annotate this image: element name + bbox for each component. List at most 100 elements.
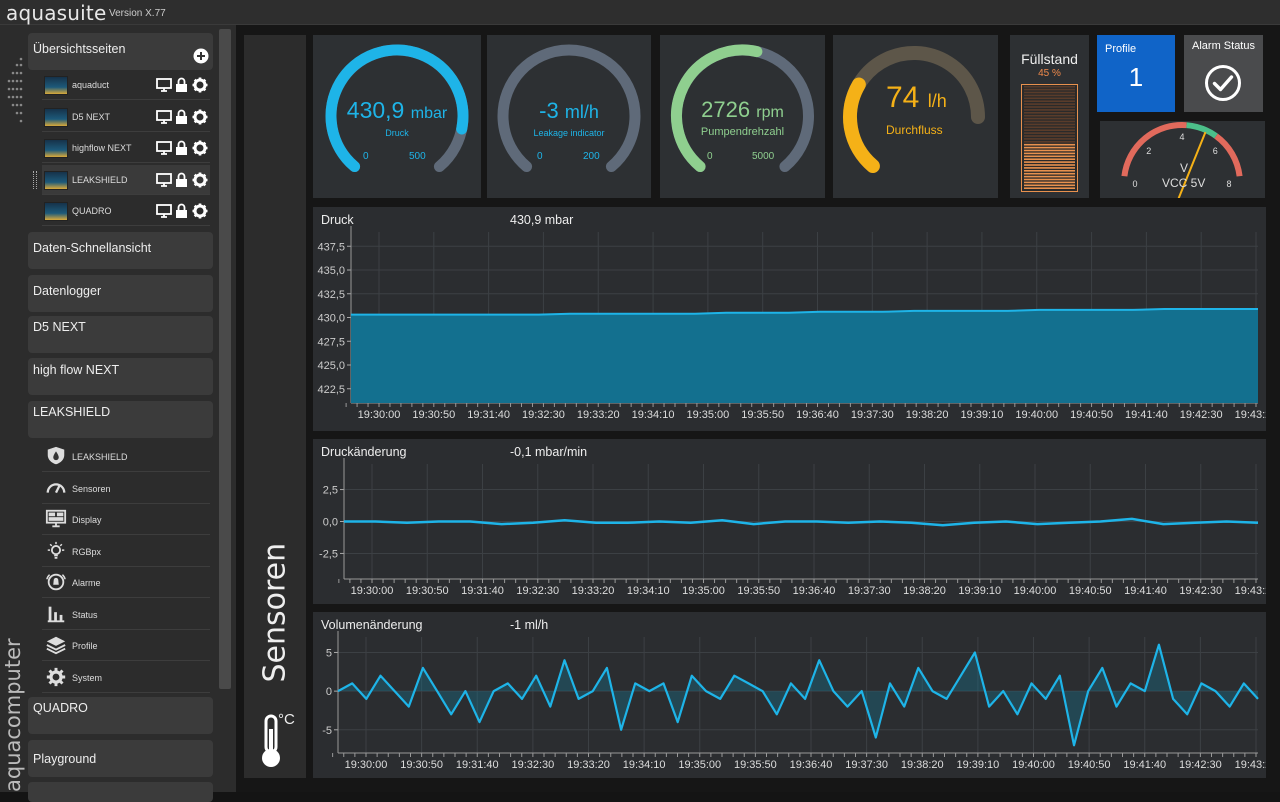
fill-level-segment <box>1024 184 1075 187</box>
gauge-tile-pressure: 430,9 mbar Druck 0 500 <box>313 35 481 198</box>
overview-item-highflow-next[interactable]: highflow NEXT <box>42 133 210 163</box>
lightbulb-icon <box>47 541 65 559</box>
x-tick-label: 19:30:50 <box>412 409 455 421</box>
monitor-icon[interactable] <box>156 109 172 124</box>
sidebar-page-system[interactable]: System <box>42 662 210 693</box>
sidebar-page-rgbpx[interactable]: RGBpx <box>42 536 210 567</box>
overview-item-label: LEAKSHIELD <box>72 174 128 185</box>
fill-level-segment <box>1024 187 1075 189</box>
flow-value-row: 74 l/h <box>886 81 947 115</box>
gear-icon[interactable] <box>192 203 208 219</box>
fill-level-segment <box>1024 152 1075 155</box>
sidebar-page-profile[interactable]: Profile <box>42 630 210 661</box>
sidebar-page-label: RGBpx <box>72 546 102 557</box>
y-tick-label: -2,5 <box>319 548 338 560</box>
monitor-icon[interactable] <box>156 141 172 155</box>
sidebar-page-status[interactable]: Status <box>42 599 210 630</box>
nav-more[interactable] <box>28 782 213 802</box>
nav-overview-pages[interactable]: Übersichtsseiten <box>28 33 213 70</box>
nav-datalogger[interactable]: Datenlogger <box>28 275 213 312</box>
fill-level-segment <box>1024 172 1075 175</box>
leakage-max: 200 <box>583 151 600 162</box>
item-controls <box>156 203 208 219</box>
item-controls <box>156 109 208 124</box>
nav-quick-view[interactable]: Daten-Schnellansicht <box>28 232 213 269</box>
gear-icon[interactable] <box>192 172 208 187</box>
overview-item-d5-next[interactable]: D5 NEXT <box>42 102 210 132</box>
gear-icon[interactable] <box>192 140 208 156</box>
pressure-change-chart: 2,5 0,0 -2,5 19:30:00 19:30:50 19:31:40 19:32:… <box>319 458 1266 597</box>
lock-icon[interactable] <box>176 77 187 93</box>
x-tick-label: 19:41:40 <box>1123 759 1166 771</box>
pump-max: 5000 <box>752 151 775 162</box>
fill-level-segment <box>1024 88 1075 91</box>
fill-level-segment <box>1024 106 1075 108</box>
lock-icon[interactable] <box>176 203 187 219</box>
pressure-chart: 437,5 435,0 432,5 430,0 427,5 425,0 422,5 19:30… <box>317 226 1266 421</box>
overview-item-aquaduct[interactable]: aquaduct <box>42 70 210 100</box>
overview-item-quadro[interactable]: QUADRO <box>42 196 210 226</box>
fill-level-segment <box>1024 181 1075 184</box>
x-tick-label: 19:30:00 <box>351 585 394 597</box>
fill-level-segment <box>1024 167 1075 169</box>
nav-quadro[interactable]: QUADRO <box>28 697 213 734</box>
collapse-arrow-icon[interactable] <box>6 51 24 131</box>
sidebar-page-sensoren[interactable]: Sensoren <box>42 473 210 504</box>
sidebar-page-display[interactable]: Display <box>42 504 210 535</box>
volume-change-chart: 5 0 -5 19:30:00 19:30:50 19:31:40 19:32:30 19:3… <box>322 631 1266 771</box>
gear-icon[interactable] <box>192 77 208 93</box>
nav-leakshield[interactable]: LEAKSHIELD <box>28 401 213 438</box>
x-tick-label: 19:39:10 <box>958 585 1001 597</box>
x-tick-label: 19:39:10 <box>956 759 999 771</box>
leakage-value: -3 <box>539 98 559 123</box>
lock-icon[interactable] <box>176 140 187 156</box>
alarm-status-label: Alarm Status <box>1192 40 1255 52</box>
nav-datalogger-label: Datenlogger <box>33 284 102 298</box>
sidebar-page-alarme[interactable]: Alarme <box>42 567 210 598</box>
x-tick-label: 19:36:40 <box>790 759 833 771</box>
sidebar-page-leakshield[interactable]: LEAKSHIELD <box>42 441 210 472</box>
sidebar-page-label: System <box>72 672 103 683</box>
nav-d5next[interactable]: D5 NEXT <box>28 316 213 353</box>
alarm-status-tile[interactable]: Alarm Status <box>1184 35 1263 112</box>
monitor-icon[interactable] <box>156 78 172 92</box>
series-area <box>351 309 1258 403</box>
check-circle-icon <box>1205 65 1241 101</box>
nav-highflow[interactable]: high flow NEXT <box>28 358 213 395</box>
page-thumbnail <box>44 76 68 95</box>
fill-level-segment <box>1024 161 1075 163</box>
plus-circle-icon[interactable] <box>193 48 209 64</box>
pump-label: Pumpendrehzahl <box>700 126 785 138</box>
profile-tile[interactable]: Profile 1 <box>1097 35 1175 112</box>
sidebar-scrollbar[interactable] <box>219 29 231 689</box>
monitor-icon[interactable] <box>156 172 172 187</box>
fill-level-segment <box>1024 114 1075 117</box>
overview-item-label: highflow NEXT <box>72 143 132 153</box>
nav-playground[interactable]: Playground <box>28 740 213 777</box>
y-tick-label: 437,5 <box>317 241 345 253</box>
lock-icon[interactable] <box>176 109 187 124</box>
nav-d5next-label: D5 NEXT <box>33 320 86 334</box>
page-thumbnail <box>44 170 68 190</box>
vcc-unit: V <box>1180 161 1189 175</box>
vcc-tick-label: 0 <box>1132 179 1137 189</box>
sidebar-page-label: Alarme <box>72 578 101 588</box>
profile-label: Profile <box>1105 43 1137 55</box>
flow-gauge <box>843 46 985 174</box>
drag-handle[interactable] <box>33 170 37 189</box>
fill-level-segment <box>1024 112 1075 114</box>
fill-level-segment <box>1024 94 1075 97</box>
sidebar-page-label: Profile <box>72 641 98 651</box>
x-tick-label: 19:36:40 <box>796 409 839 421</box>
gear-icon <box>46 667 66 686</box>
item-controls <box>156 172 208 187</box>
y-tick-label: 422,5 <box>317 384 345 396</box>
monitor-icon[interactable] <box>156 204 172 218</box>
lock-icon[interactable] <box>176 172 187 187</box>
overview-item-leakshield[interactable]: LEAKSHIELD <box>33 164 210 195</box>
y-tick-label: 0 <box>326 686 332 698</box>
leakage-unit: ml/h <box>564 102 599 122</box>
gear-icon[interactable] <box>192 109 208 124</box>
x-tick-label: 19:33:20 <box>572 585 615 597</box>
x-tick-label: 19:35:50 <box>741 409 784 421</box>
